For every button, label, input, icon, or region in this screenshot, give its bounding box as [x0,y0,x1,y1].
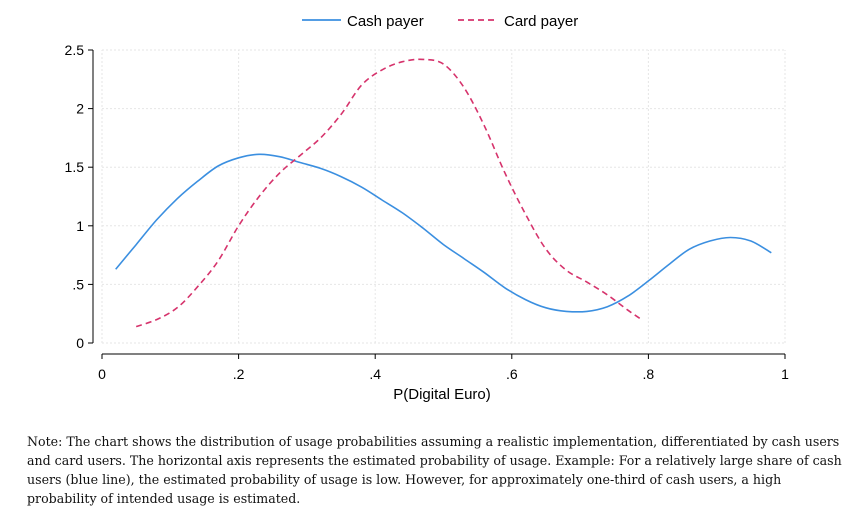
x-tick-label: .6 [506,366,518,382]
x-tick-label: 0 [98,366,106,382]
axes: 0 .5 1 1.5 2 2.5 0 .2 .4 .6 .8 1 [65,42,790,382]
y-tick-label: 1.5 [65,159,85,175]
y-tick-label: 0 [76,335,84,351]
legend-label-cash-payer: Cash payer [347,13,424,30]
y-tick-label: 2 [76,101,84,117]
y-tick-label: .5 [72,276,84,292]
chart-note: Note: The chart shows the distribution o… [27,434,842,506]
series-lines [115,58,772,328]
y-tick-label: 1 [76,218,84,234]
x-tick-label: .2 [233,366,245,382]
x-axis-title: P(Digital Euro) [393,386,491,403]
x-tick-label: .4 [369,366,381,382]
x-tick-label: 1 [781,366,789,382]
cash-payer-line [115,153,772,313]
y-tick-label: 2.5 [65,42,85,58]
legend: Cash payer Card payer [302,13,578,30]
legend-label-card-payer: Card payer [504,13,578,30]
density-chart: 0 .5 1 1.5 2 2.5 0 .2 .4 .6 .8 1 Cash payer Card pay… [65,13,790,403]
grid-lines [101,49,786,344]
card-payer-line [135,58,643,328]
x-tick-label: .8 [643,366,655,382]
